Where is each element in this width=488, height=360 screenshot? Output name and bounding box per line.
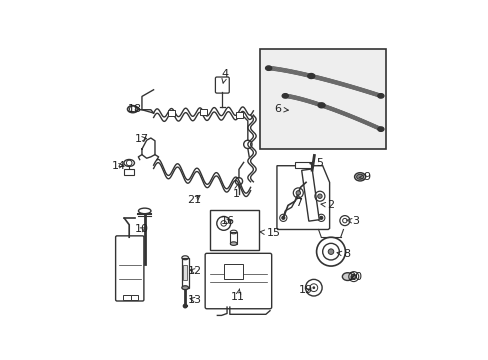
Text: 3: 3 — [346, 216, 358, 226]
Ellipse shape — [307, 73, 314, 78]
Circle shape — [295, 191, 300, 195]
Circle shape — [183, 303, 187, 309]
Bar — [224, 264, 243, 279]
Circle shape — [327, 249, 333, 255]
Text: 8: 8 — [336, 249, 350, 260]
Circle shape — [351, 274, 355, 279]
Ellipse shape — [377, 127, 383, 131]
Text: 10: 10 — [135, 225, 149, 234]
Circle shape — [312, 286, 315, 289]
Bar — [200, 109, 207, 115]
Ellipse shape — [138, 208, 151, 214]
Circle shape — [282, 216, 284, 219]
Bar — [124, 169, 134, 175]
Text: 21: 21 — [187, 195, 201, 205]
Text: 7: 7 — [295, 195, 302, 208]
Text: 4: 4 — [221, 69, 228, 83]
Text: 17: 17 — [135, 134, 149, 144]
Ellipse shape — [318, 103, 325, 108]
Text: 13: 13 — [187, 294, 201, 305]
FancyBboxPatch shape — [215, 77, 229, 93]
Ellipse shape — [282, 94, 288, 98]
Bar — [182, 258, 188, 288]
Text: 14: 14 — [112, 161, 126, 171]
Text: 1: 1 — [232, 184, 239, 199]
FancyBboxPatch shape — [205, 253, 271, 309]
Text: 15: 15 — [260, 228, 280, 238]
Ellipse shape — [182, 286, 188, 290]
Text: 18: 18 — [127, 104, 142, 114]
Ellipse shape — [342, 273, 352, 280]
Text: 20: 20 — [347, 273, 362, 283]
Ellipse shape — [356, 174, 363, 179]
Bar — [230, 232, 237, 244]
Bar — [131, 294, 138, 300]
Circle shape — [316, 237, 345, 266]
Bar — [168, 110, 175, 116]
Ellipse shape — [354, 173, 365, 181]
Text: 2: 2 — [320, 201, 334, 210]
Text: 11: 11 — [231, 289, 244, 302]
Text: 5: 5 — [309, 158, 323, 168]
Text: 9: 9 — [359, 172, 369, 182]
Ellipse shape — [265, 66, 271, 70]
Circle shape — [317, 194, 322, 198]
Circle shape — [319, 216, 322, 219]
Text: 16: 16 — [221, 216, 234, 226]
Text: 12: 12 — [188, 266, 202, 276]
Bar — [183, 265, 187, 280]
Bar — [235, 112, 243, 118]
Text: 19: 19 — [298, 285, 312, 296]
Ellipse shape — [230, 242, 237, 246]
Polygon shape — [276, 166, 329, 229]
Bar — [294, 162, 310, 168]
Bar — [210, 210, 259, 250]
Bar — [122, 294, 131, 300]
FancyBboxPatch shape — [115, 236, 143, 301]
Ellipse shape — [377, 94, 383, 98]
Bar — [260, 49, 386, 149]
Bar — [301, 169, 319, 221]
Text: 6: 6 — [274, 104, 288, 114]
